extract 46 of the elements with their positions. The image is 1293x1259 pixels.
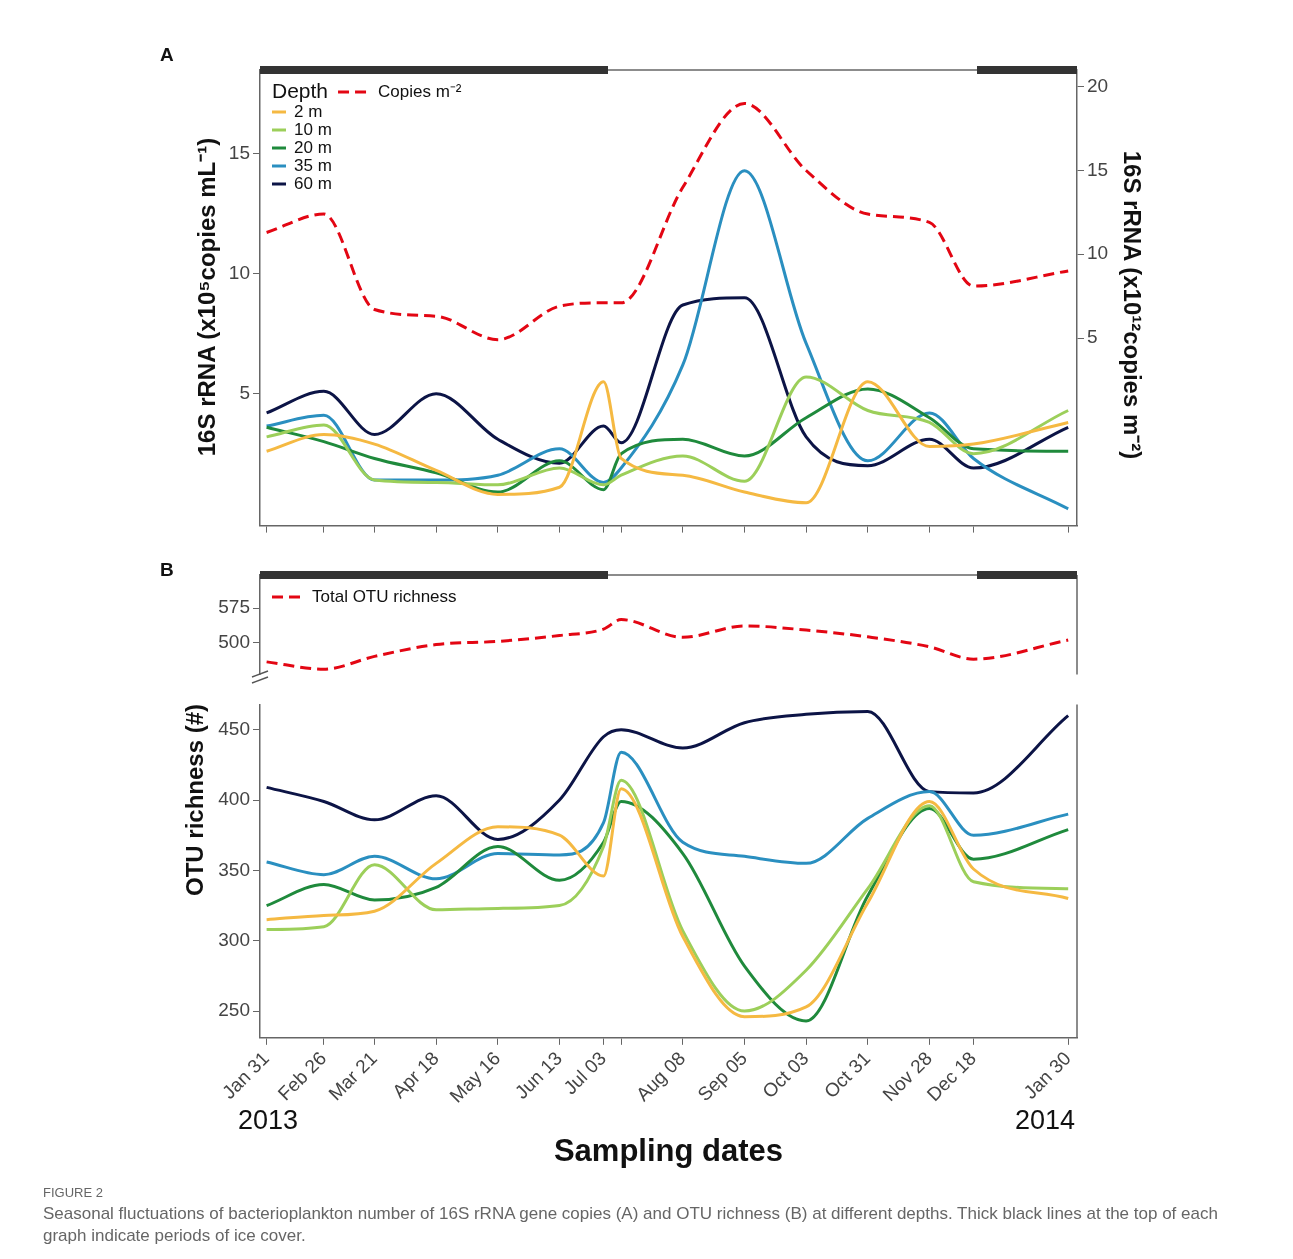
y2-tick-label: 10 [1087, 242, 1109, 264]
y-axis-title: OTU richness (#) [181, 703, 209, 897]
legend-label: 35 m [294, 155, 332, 175]
x-tick-label: May 16 [445, 1047, 505, 1107]
line-series [265, 102, 1070, 342]
legend-label: Copies m⁻² [378, 81, 462, 101]
y2-tick-label: 15 [1087, 158, 1109, 180]
x-tick-label: Jan 30 [1019, 1047, 1075, 1103]
legend-label: 2 m [294, 101, 323, 121]
line-series [265, 375, 1070, 487]
y-tick-label: 5 [239, 381, 250, 403]
text: 2014 [1015, 1105, 1076, 1136]
y2-axis-title: 16S rRNA (x10¹²copies m⁻²) [1117, 150, 1147, 460]
caption: FIGURE 2 [43, 1185, 103, 1200]
legend-label: 20 m [294, 137, 332, 157]
legend-title: Depth [272, 78, 329, 102]
x-axis-title: Sampling dates [553, 1133, 784, 1169]
chart-title: B [160, 559, 174, 581]
y-axis-title: 16S rRNA (x10⁵copies mL⁻¹) [191, 137, 221, 457]
x-tick-label: Sep 05 [693, 1047, 751, 1105]
legend-label: 10 m [294, 119, 332, 139]
y-tick-label: 500 [218, 630, 250, 652]
y-tick-label: 15 [228, 142, 250, 164]
x-tick-label: Aug 08 [631, 1047, 690, 1105]
line-series [265, 618, 1070, 671]
line-series [265, 709, 1070, 841]
text: Seasonal fluctuations of bacterioplankton number of 16S rRNA gene copies (A) and OTU richness (B) at different depths. Thick black lines at the top of each graph indicate periods of ice cover. [43, 1203, 1219, 1247]
x-tick-label: Jan 31 [217, 1047, 274, 1103]
text: 2013 [238, 1105, 299, 1136]
line-series [265, 750, 1070, 881]
y-tick-label: 250 [218, 999, 250, 1021]
chart-title: A [160, 44, 174, 66]
y-tick-label: 350 [218, 858, 250, 880]
y-tick-label: 400 [218, 788, 250, 810]
y2-tick-label: 5 [1087, 326, 1098, 348]
y2-tick-label: 20 [1087, 74, 1109, 96]
y-tick-label: 575 [218, 596, 250, 618]
line-series [265, 296, 1070, 470]
x-tick-label: Oct 31 [819, 1047, 875, 1102]
legend-label: 60 m [294, 173, 332, 193]
x-tick-label: Oct 03 [758, 1047, 813, 1102]
x-tick-label: Apr 18 [388, 1047, 443, 1102]
y-tick-label: 10 [228, 262, 250, 284]
y-tick-label: 450 [218, 717, 250, 739]
legend-label: Total OTU richness [312, 586, 457, 606]
y-tick-label: 300 [218, 928, 250, 950]
